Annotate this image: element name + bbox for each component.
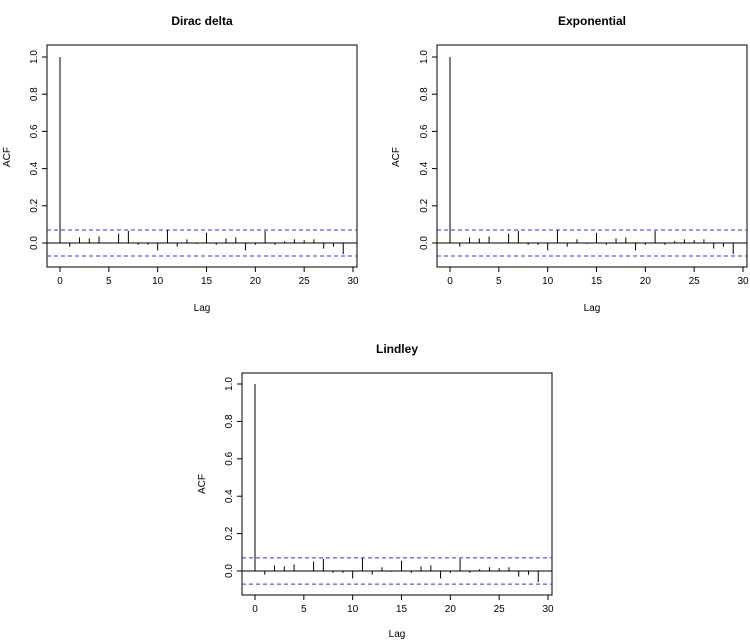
x-tick-label: 20 bbox=[445, 604, 457, 615]
x-tick-label: 5 bbox=[301, 604, 307, 615]
plot-frame bbox=[436, 44, 748, 268]
x-tick-label: 0 bbox=[252, 604, 258, 615]
x-tick-label: 25 bbox=[494, 604, 506, 615]
y-tick-label: 0.2 bbox=[29, 198, 40, 212]
y-tick-label: 0.6 bbox=[224, 451, 235, 465]
x-tick-label: 20 bbox=[640, 276, 652, 287]
y-axis-label: ACF bbox=[2, 147, 13, 167]
y-tick-label: 0.6 bbox=[419, 124, 430, 138]
acf-panel-exponential: Exponential Lag ACF 0 5 10 15 20 25 30 0.0 0.2 0.… bbox=[391, 14, 749, 314]
x-tick-label: 0 bbox=[57, 276, 63, 287]
y-tick-label: 0.8 bbox=[419, 87, 430, 101]
x-tick-label: 15 bbox=[591, 276, 603, 287]
chart-title: Dirac delta bbox=[171, 14, 233, 28]
x-tick-label: 15 bbox=[201, 276, 213, 287]
y-tick-label: 1.0 bbox=[224, 377, 235, 391]
x-tick-label: 30 bbox=[347, 276, 359, 287]
y-tick-label: 0.6 bbox=[29, 124, 40, 138]
y-tick-label: 0.8 bbox=[29, 87, 40, 101]
y-tick-label: 0.2 bbox=[419, 198, 430, 212]
y-tick-label: 1.0 bbox=[29, 50, 40, 64]
acf-panel-lindley: Lindley Lag ACF 0 5 10 15 20 25 30 0.0 0.2 0.4 0.6… bbox=[197, 342, 554, 640]
x-tick-label: 10 bbox=[542, 276, 554, 287]
x-tick-label: 30 bbox=[737, 276, 749, 287]
y-tick-label: 0.8 bbox=[224, 414, 235, 428]
x-tick-label: 0 bbox=[447, 276, 453, 287]
x-axis-label: Lag bbox=[584, 303, 601, 314]
x-tick-label: 15 bbox=[396, 604, 408, 615]
acf-panel-dirac-delta: Dirac delta Lag ACF 0 5 10 15 20 25 30 0.0 0.2 0.… bbox=[2, 14, 359, 314]
y-axis-label: ACF bbox=[391, 147, 402, 167]
x-tick-label: 20 bbox=[250, 276, 262, 287]
chart-title: Exponential bbox=[558, 14, 626, 28]
x-axis-label: Lag bbox=[389, 629, 406, 640]
y-tick-label: 0.0 bbox=[419, 236, 430, 250]
x-tick-label: 10 bbox=[152, 276, 164, 287]
x-tick-label: 25 bbox=[689, 276, 701, 287]
plot-frame bbox=[241, 372, 553, 596]
y-tick-label: 0.2 bbox=[224, 526, 235, 540]
y-tick-label: 0.4 bbox=[419, 161, 430, 175]
x-tick-label: 5 bbox=[106, 276, 112, 287]
x-tick-label: 30 bbox=[542, 604, 554, 615]
chart-title: Lindley bbox=[376, 342, 418, 356]
y-tick-label: 0.4 bbox=[224, 489, 235, 503]
y-axis-label: ACF bbox=[197, 474, 208, 494]
x-tick-label: 5 bbox=[496, 276, 502, 287]
y-tick-label: 1.0 bbox=[419, 50, 430, 64]
x-axis-label: Lag bbox=[194, 303, 211, 314]
y-tick-label: 0.4 bbox=[29, 161, 40, 175]
y-tick-label: 0.0 bbox=[29, 236, 40, 250]
x-tick-label: 10 bbox=[347, 604, 359, 615]
x-tick-label: 25 bbox=[299, 276, 311, 287]
plot-frame bbox=[46, 44, 358, 268]
y-tick-label: 0.0 bbox=[224, 564, 235, 578]
